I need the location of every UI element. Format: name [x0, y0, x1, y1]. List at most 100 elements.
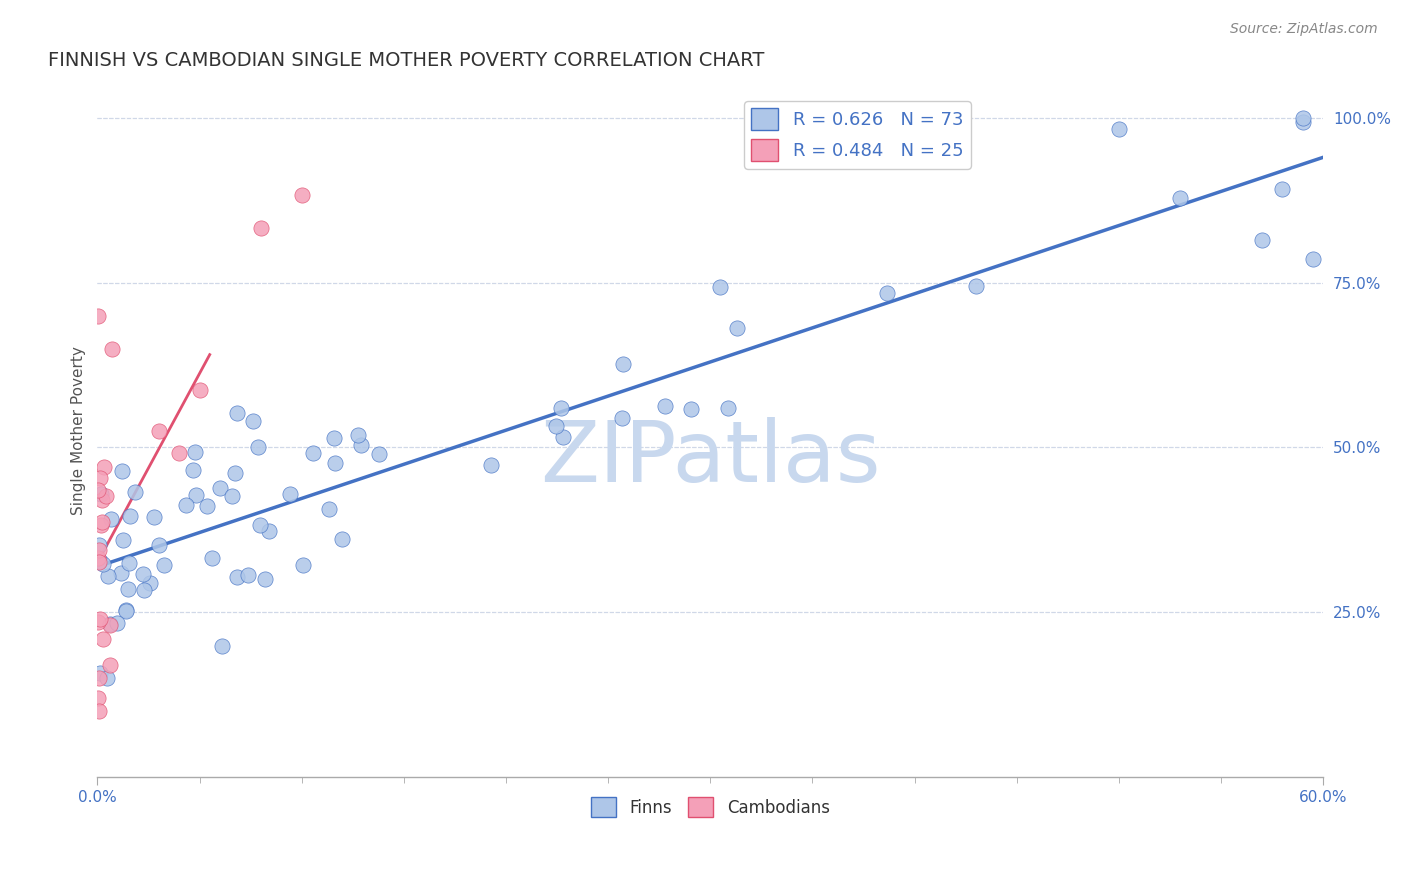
Point: [139, 575, 162, 590]
Point: [111, 464, 134, 478]
Point: [350, 438, 373, 452]
Point: [91, 493, 114, 508]
Point: [188, 383, 211, 397]
Point: [195, 499, 218, 513]
Point: [89, 665, 111, 680]
Point: [105, 615, 128, 630]
Point: [89, 612, 111, 626]
Point: [98, 657, 121, 672]
Point: [249, 518, 271, 533]
Point: [89, 470, 111, 484]
Point: [91, 557, 114, 571]
Point: [368, 447, 391, 461]
Point: [96, 671, 118, 685]
Point: [110, 566, 132, 580]
Point: [550, 401, 572, 416]
Point: [725, 321, 748, 335]
Point: [148, 538, 170, 552]
Point: [347, 428, 370, 442]
Point: [94, 489, 117, 503]
Point: [93, 459, 115, 474]
Point: [143, 510, 166, 524]
Point: [301, 446, 323, 460]
Point: [323, 430, 346, 444]
Point: [87, 309, 110, 323]
Point: [89, 704, 111, 718]
Point: [236, 568, 259, 582]
Point: [114, 603, 136, 617]
Point: [91, 632, 114, 646]
Point: [174, 499, 197, 513]
Point: [965, 278, 987, 293]
Point: [679, 402, 702, 417]
Point: [709, 280, 731, 294]
Text: ZIPatlas: ZIPatlas: [540, 417, 880, 500]
Point: [1271, 181, 1294, 195]
Point: [551, 429, 574, 443]
Point: [90, 487, 112, 501]
Point: [247, 440, 270, 454]
Point: [90, 515, 112, 529]
Point: [87, 555, 110, 569]
Point: [87, 543, 110, 558]
Point: [153, 558, 176, 572]
Point: [114, 604, 136, 618]
Point: [1292, 115, 1315, 129]
Point: [224, 466, 246, 480]
Point: [654, 399, 676, 413]
Point: [717, 401, 740, 415]
Point: [221, 489, 243, 503]
Point: [278, 487, 301, 501]
Point: [148, 424, 170, 438]
Point: [89, 538, 111, 552]
Point: [101, 342, 124, 356]
Point: [184, 488, 207, 502]
Point: [612, 357, 634, 371]
Point: [167, 446, 190, 460]
Point: [612, 411, 634, 425]
Point: [318, 502, 340, 516]
Point: [242, 414, 264, 428]
Text: Source: ZipAtlas.com: Source: ZipAtlas.com: [1230, 22, 1378, 37]
Point: [132, 582, 155, 597]
Point: [291, 187, 314, 202]
Point: [211, 639, 233, 653]
Point: [208, 481, 231, 495]
Y-axis label: Single Mother Poverty: Single Mother Poverty: [72, 347, 86, 516]
Point: [184, 445, 207, 459]
Point: [89, 554, 111, 568]
Point: [117, 582, 139, 596]
Point: [118, 556, 141, 570]
Point: [97, 568, 120, 582]
Point: [118, 508, 141, 523]
Point: [87, 483, 110, 497]
Point: [1292, 111, 1315, 125]
Point: [112, 533, 135, 548]
Point: [1108, 122, 1130, 136]
Point: [124, 485, 146, 500]
Point: [200, 551, 222, 566]
Point: [100, 512, 122, 526]
Point: [90, 517, 112, 532]
Point: [1168, 191, 1191, 205]
Point: [291, 558, 314, 573]
Point: [87, 690, 110, 705]
Point: [98, 618, 121, 632]
Point: [89, 671, 111, 685]
Text: FINNISH VS CAMBODIAN SINGLE MOTHER POVERTY CORRELATION CHART: FINNISH VS CAMBODIAN SINGLE MOTHER POVER…: [48, 51, 765, 70]
Point: [181, 463, 204, 477]
Legend: Finns, Cambodians: Finns, Cambodians: [583, 790, 837, 824]
Point: [131, 566, 153, 581]
Point: [98, 616, 121, 631]
Point: [876, 286, 898, 301]
Point: [225, 570, 247, 584]
Point: [226, 406, 249, 420]
Point: [323, 456, 346, 470]
Point: [1251, 233, 1274, 247]
Point: [253, 572, 276, 586]
Point: [257, 524, 280, 538]
Point: [87, 550, 110, 565]
Point: [249, 221, 271, 235]
Point: [332, 532, 354, 546]
Point: [87, 615, 110, 629]
